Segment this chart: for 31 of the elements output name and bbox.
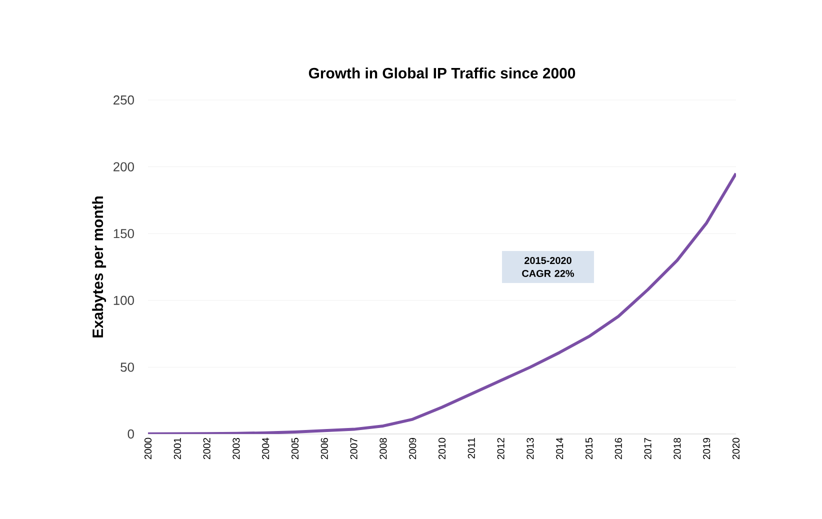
x-tick-label: 2015 [585, 438, 593, 460]
x-tick-label: 2009 [409, 438, 416, 460]
x-tick-label: 2010 [438, 438, 446, 460]
x-tick-label: 2004 [262, 438, 270, 460]
x-tick-label: 2007 [350, 438, 358, 460]
x-tick-label: 2000 [144, 438, 152, 460]
x-tick-label: 2003 [232, 438, 240, 460]
x-tick-label: 2020 [732, 438, 740, 460]
x-tick-label: 2011 [468, 438, 475, 458]
x-tick-label: 2017 [644, 438, 652, 460]
x-tick-label: 2005 [291, 438, 299, 460]
line-series [148, 172, 736, 434]
x-tick-label: 2019 [703, 438, 710, 460]
x-tick-label: 2016 [614, 438, 622, 460]
y-tick-label: 150 [114, 229, 134, 238]
chart-title: Growth in Global IP Traffic since 2000 [308, 68, 576, 78]
x-tick-label: 2018 [674, 438, 681, 460]
y-tick-label: 100 [114, 296, 134, 305]
y-tick-label: 200 [114, 162, 134, 172]
x-tick-label: 2012 [497, 438, 504, 460]
y-axis-title: Exabytes per month [92, 196, 106, 338]
x-tick-label: 2014 [556, 438, 564, 460]
x-tick-label: 2002 [203, 438, 210, 460]
x-tick-label: 2001 [174, 438, 181, 460]
x-tick-label: 2008 [380, 438, 387, 460]
annotation: 2015-2020 CAGR 22% [522, 256, 574, 277]
x-tick-label: 2006 [320, 438, 328, 460]
y-tick-label: 250 [114, 95, 134, 105]
x-tick-label: 2013 [526, 438, 534, 460]
y-tick-label: 0 [128, 429, 134, 439]
y-tick-label: 50 [120, 362, 134, 372]
